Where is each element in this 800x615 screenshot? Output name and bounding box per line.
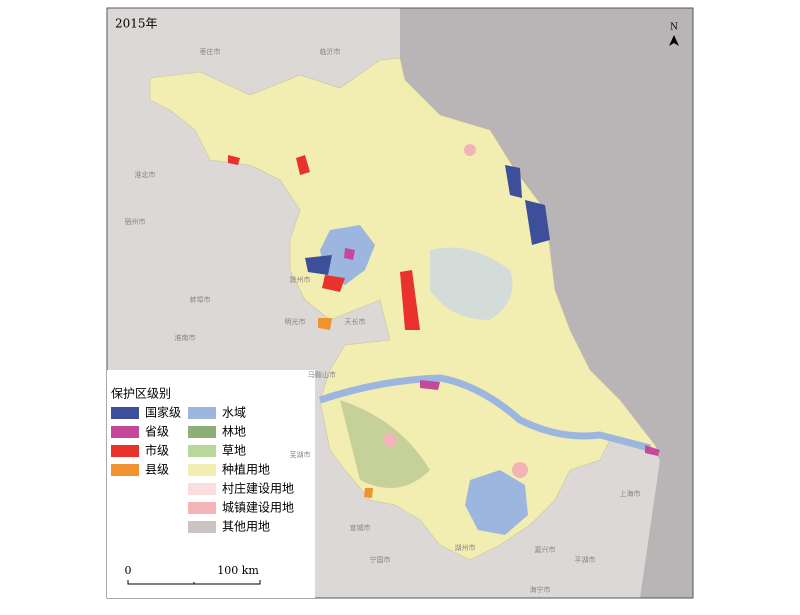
legend-swatch xyxy=(188,483,216,495)
reserve-city xyxy=(400,270,420,330)
reserve-provincial xyxy=(344,248,355,260)
reserve-provincial xyxy=(645,445,660,456)
place-label: 宁国市 xyxy=(370,555,391,564)
place-label: 明光市 xyxy=(285,317,306,326)
place-label: 嘉兴市 xyxy=(535,545,556,554)
legend-label: 草地 xyxy=(222,444,246,458)
north-label: N xyxy=(670,23,678,33)
scale-start: 0 xyxy=(125,564,132,577)
reserve-city xyxy=(296,155,310,175)
reserve-national xyxy=(525,200,550,245)
legend-swatch xyxy=(111,426,139,438)
scale-end: 100 km xyxy=(217,564,259,577)
place-label: 滁州市 xyxy=(290,275,311,284)
legend-label: 林地 xyxy=(222,425,246,439)
legend-label: 种植用地 xyxy=(222,462,270,477)
scale-bar xyxy=(127,580,261,585)
map-title: 2015年 xyxy=(115,17,158,31)
legend-title: 保护区级别 xyxy=(111,387,171,401)
reserve-city xyxy=(228,155,240,165)
legend-label: 县级 xyxy=(145,463,169,477)
legend-label: 国家级 xyxy=(145,405,181,420)
map-frame xyxy=(106,7,694,599)
urban-area xyxy=(464,144,476,156)
legend-label: 城镇建设用地 xyxy=(222,501,294,515)
reserve-county xyxy=(364,488,373,498)
legend-label: 村庄建设用地 xyxy=(222,481,294,496)
place-label: 枣庄市 xyxy=(200,47,221,56)
legend-swatch xyxy=(188,502,216,514)
place-label: 淮南市 xyxy=(175,333,196,342)
reserve-provincial xyxy=(420,380,440,390)
place-label: 平湖市 xyxy=(575,555,596,564)
reserve-national xyxy=(305,255,332,275)
legend-swatch xyxy=(111,407,139,419)
reserve-national xyxy=(505,165,522,198)
legend-swatch xyxy=(188,445,216,457)
legend-swatch xyxy=(188,426,216,438)
legend-swatch xyxy=(188,407,216,419)
place-label: 芜湖市 xyxy=(290,450,311,459)
place-label: 宿州市 xyxy=(125,217,146,226)
reserve-county xyxy=(318,318,332,330)
legend-label: 省级 xyxy=(145,425,169,439)
north-arrow xyxy=(669,35,679,46)
place-label: 临沂市 xyxy=(320,47,341,56)
place-label: 马鞍山市 xyxy=(308,370,336,379)
place-label: 海宁市 xyxy=(530,585,551,594)
urban-area xyxy=(383,433,397,447)
tai-lake xyxy=(465,470,528,535)
legend-label: 市级 xyxy=(145,443,169,458)
sea xyxy=(400,8,693,598)
yangtze-river xyxy=(318,374,651,452)
place-label: 天长市 xyxy=(345,317,366,326)
legend-swatch xyxy=(111,445,139,457)
place-label: 上海市 xyxy=(620,489,641,498)
legend-swatch xyxy=(111,464,139,476)
place-label: 淮北市 xyxy=(135,170,156,179)
place-label: 湖州市 xyxy=(455,543,476,552)
legend-label: 其他用地 xyxy=(222,520,270,534)
urban-area xyxy=(512,462,528,478)
legend-swatch xyxy=(188,521,216,533)
lake-region xyxy=(430,247,513,320)
place-label: 蚌埠市 xyxy=(190,295,211,304)
reserve-city xyxy=(322,275,345,292)
legend-swatch xyxy=(188,464,216,476)
place-label: 宣城市 xyxy=(350,523,371,532)
legend-label: 水域 xyxy=(222,406,246,420)
